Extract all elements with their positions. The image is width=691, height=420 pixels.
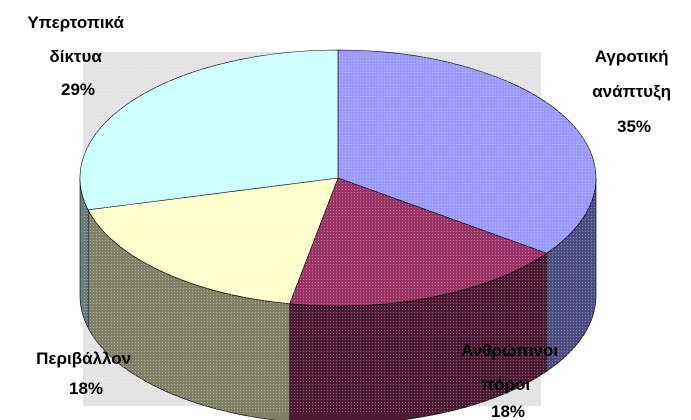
slice-label-environment: Περιβάλλον 18% (36, 349, 136, 398)
slice-label-human-resources: Ανθρώπινοι πόροι 18% (461, 341, 563, 420)
slice-label-agricultural: Αγροτική ανάπτυξη 35% (592, 47, 676, 136)
slice-label-supra-local-networks: Υπερτοπικά δίκτυα 29% (27, 13, 128, 99)
pie-slices (79, 49, 597, 307)
